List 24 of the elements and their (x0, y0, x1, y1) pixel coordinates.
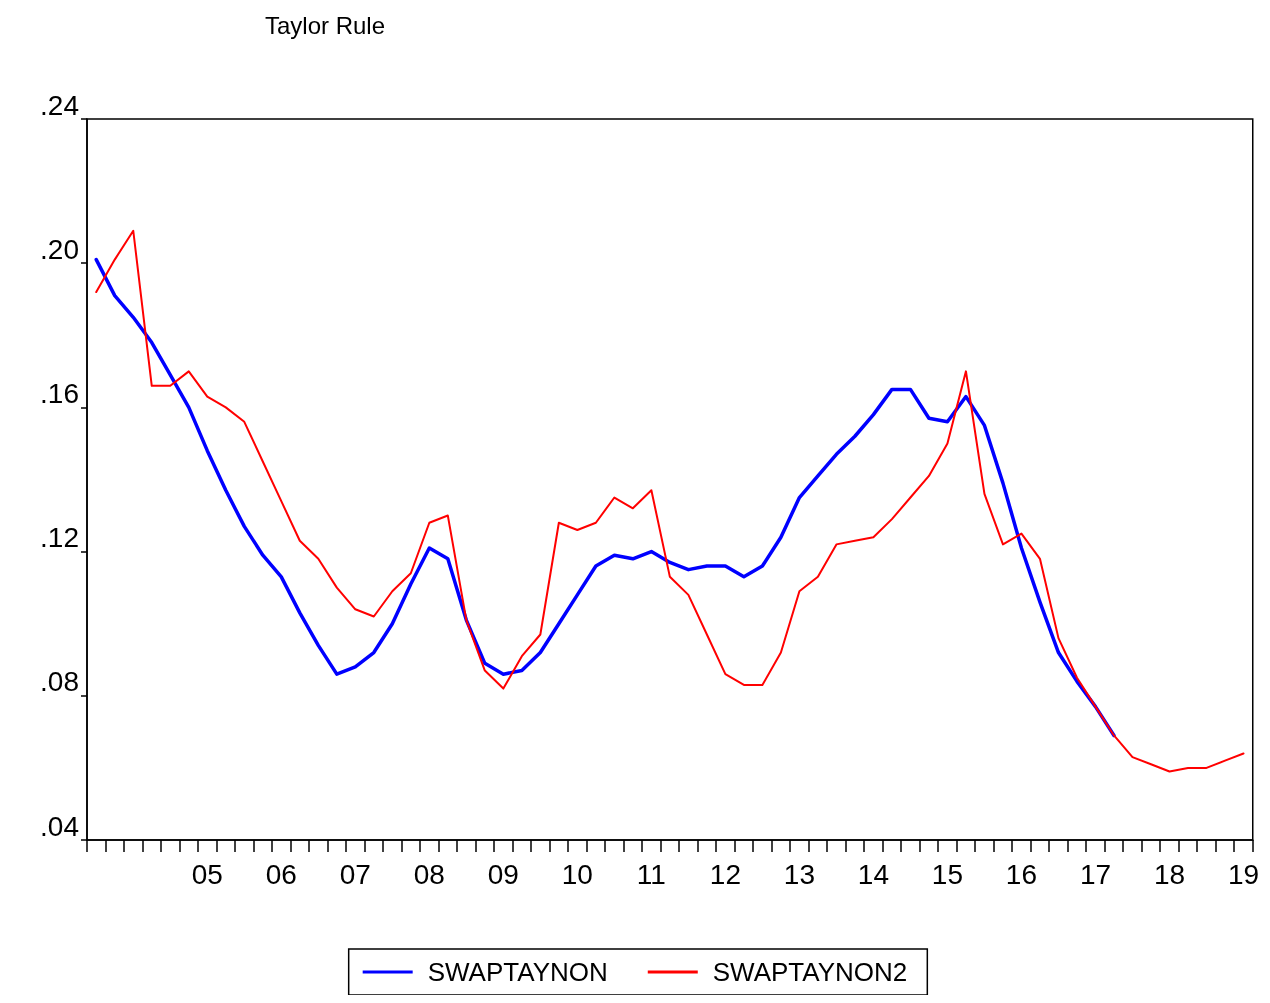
x-tick-label: 18 (1153, 858, 1186, 890)
x-tick-label: 19 (1227, 858, 1260, 890)
y-tick-label: .04 (40, 810, 79, 842)
x-tick-label: 11 (636, 858, 666, 890)
x-tick-label: 10 (561, 858, 593, 890)
x-tick-label: 16 (1005, 858, 1038, 890)
x-tick-label: 15 (931, 858, 964, 890)
x-tick-label: 06 (265, 858, 297, 890)
legend-label: SWAPTAYNON (427, 957, 608, 987)
legend-label: SWAPTAYNON2 (712, 957, 908, 987)
x-tick-label: 07 (339, 858, 371, 890)
y-tick-label: .24 (40, 89, 79, 121)
x-tick-label: 05 (191, 858, 223, 890)
x-tick-label: 13 (783, 858, 815, 890)
y-tick-label: .12 (40, 522, 79, 554)
y-tick-label: .08 (40, 666, 79, 698)
chart-title: Taylor Rule (265, 11, 386, 39)
y-tick-label: .16 (40, 377, 79, 409)
x-tick-label: 17 (1079, 858, 1112, 890)
y-tick-label: .20 (40, 233, 79, 265)
x-tick-label: 08 (413, 858, 445, 890)
x-tick-label: 12 (709, 858, 741, 890)
x-tick-label: 09 (487, 858, 519, 890)
x-tick-label: 14 (857, 858, 889, 890)
